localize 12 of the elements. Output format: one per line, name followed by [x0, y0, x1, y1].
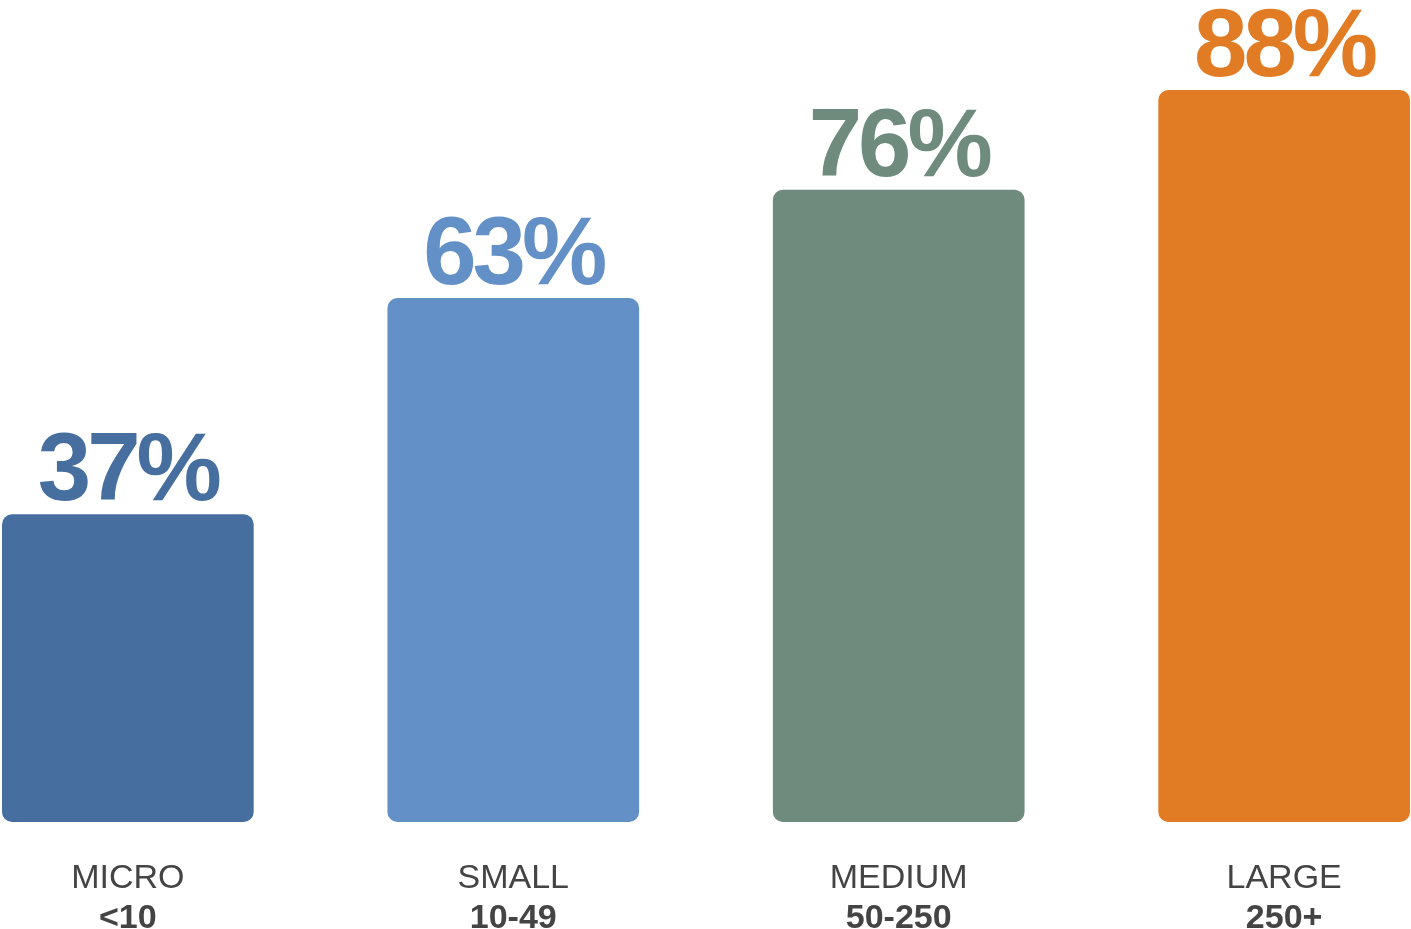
data-label: 37% — [37, 413, 220, 521]
data-label: 76% — [808, 88, 991, 196]
x-tick-label: MICRO <10 — [71, 857, 185, 929]
bar — [1158, 90, 1410, 822]
bar — [772, 189, 1025, 822]
data-label: 88% — [1194, 0, 1376, 96]
x-tick-label: LARGE 250+ — [1226, 857, 1342, 929]
bar — [2, 514, 254, 822]
bar — [387, 297, 640, 822]
data-label: 63% — [423, 196, 605, 304]
x-tick-label: MEDIUM 50-250 — [829, 857, 968, 929]
x-tick-label: SMALL 10-49 — [457, 857, 570, 929]
